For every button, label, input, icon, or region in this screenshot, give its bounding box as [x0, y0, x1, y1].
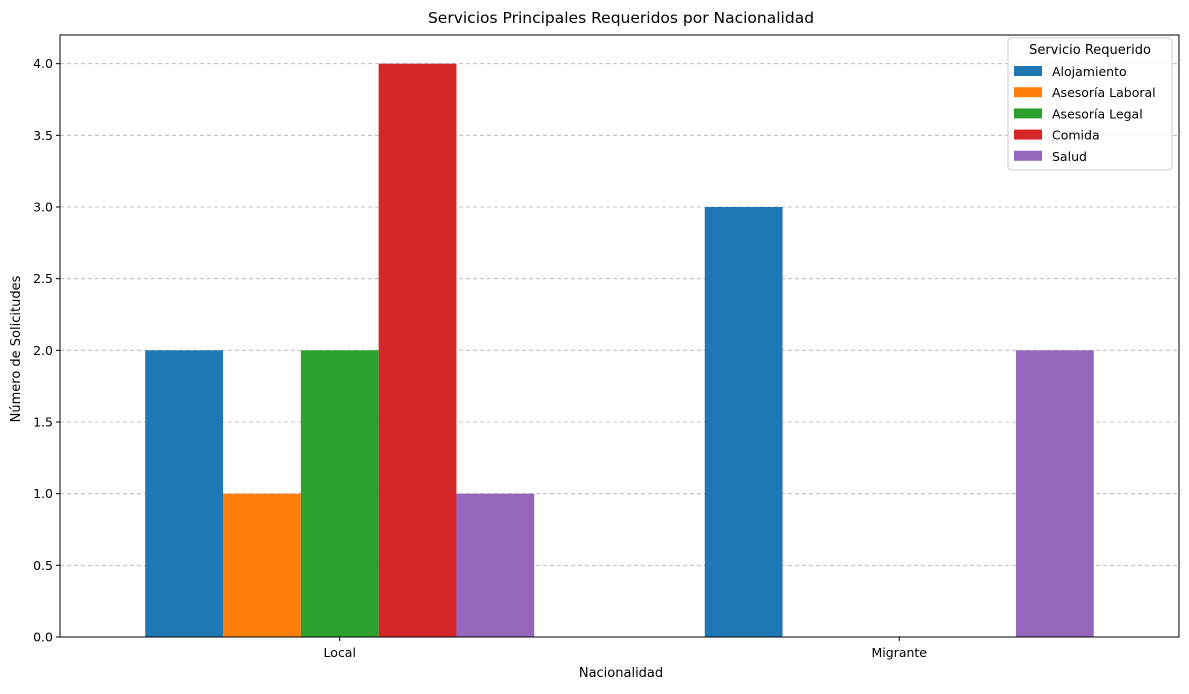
legend-label: Asesoría Legal	[1052, 106, 1143, 121]
bars	[145, 63, 1094, 637]
legend-swatch	[1014, 129, 1042, 140]
grid-lines	[60, 63, 1179, 566]
legend-swatch	[1014, 66, 1042, 76]
bar-alojamiento-local	[145, 350, 224, 637]
y-tick-label: 2.0	[33, 343, 53, 358]
y-tick-label: 1.0	[33, 486, 53, 501]
legend-title: Servicio Requerido	[1029, 43, 1151, 58]
legend-label: Alojamiento	[1052, 64, 1127, 79]
x-axis: Local Migrante	[324, 637, 927, 660]
y-axis-label: Número de Solicitudes	[9, 275, 24, 422]
legend-label: Asesoría Laboral	[1052, 85, 1156, 100]
bar-alojamiento-migrante	[704, 207, 783, 637]
plot-frame	[59, 34, 1180, 638]
bar-comida-local	[378, 63, 457, 637]
y-tick-label: 3.5	[33, 128, 53, 143]
bar-salud-local	[456, 493, 535, 637]
legend: Servicio Requerido Alojamiento Asesoría L…	[1007, 37, 1173, 171]
y-tick-label: 3.0	[33, 200, 53, 215]
legend-swatch	[1014, 87, 1042, 98]
y-tick-label: 1.5	[33, 415, 53, 430]
bar-asesor-a-legal-local	[300, 350, 379, 637]
x-tick-label: Local	[324, 645, 356, 660]
legend-label: Salud	[1052, 149, 1087, 164]
y-tick-label: 2.5	[33, 271, 53, 286]
y-tick-label: 0.5	[33, 558, 53, 573]
legend-swatch	[1014, 150, 1042, 161]
x-tick-label: Migrante	[871, 645, 927, 660]
bar-asesor-a-laboral-local	[223, 493, 301, 637]
y-axis: 0.0 0.5 1.0 1.5 2.0 2.5 3.0 3.5 4.0	[33, 56, 60, 645]
legend-swatch	[1014, 108, 1042, 119]
y-tick-label: 4.0	[33, 56, 53, 71]
legend-box	[1007, 37, 1173, 171]
bar-salud-migrante	[1015, 350, 1094, 637]
y-tick-label: 0.0	[33, 630, 53, 645]
legend-label: Comida	[1052, 128, 1100, 143]
x-axis-label: Nacionalidad	[579, 666, 663, 681]
chart-title: Servicios Principales Requeridos por Nac…	[428, 9, 814, 27]
